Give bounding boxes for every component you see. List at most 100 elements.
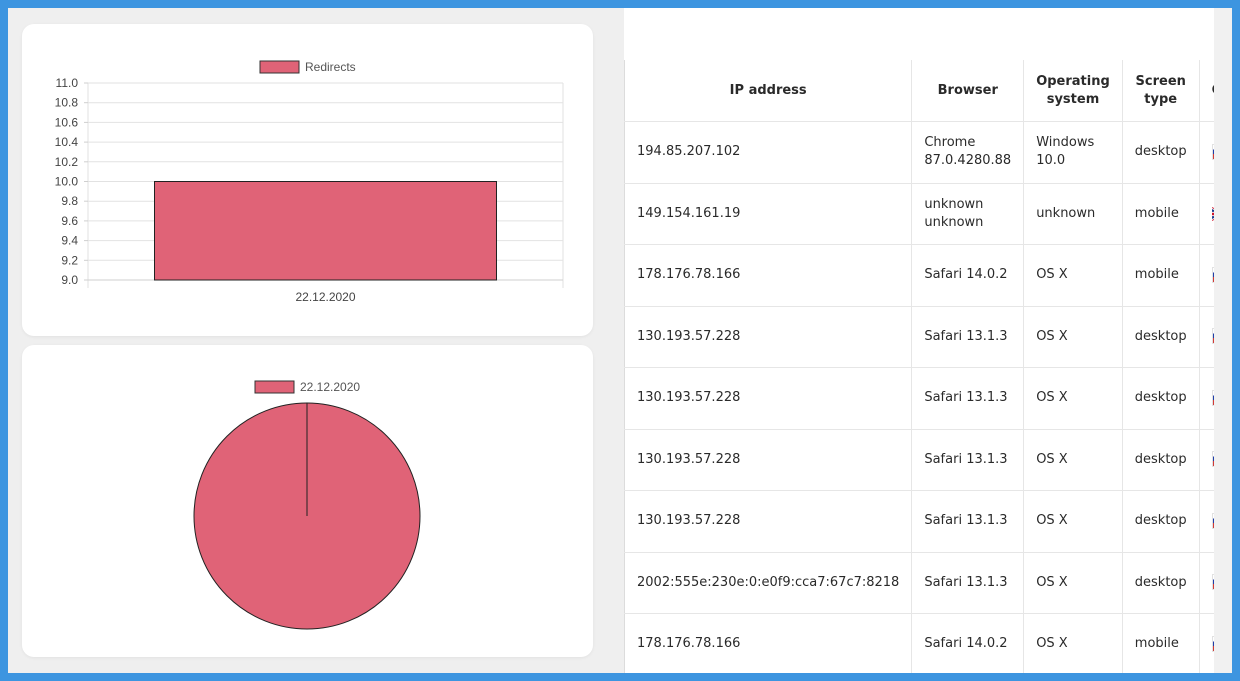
y-tick-label: 10.6 (55, 115, 79, 129)
ru-flag-icon (1211, 143, 1214, 160)
header-operating-system[interactable]: Operating system (1023, 60, 1123, 122)
browser-name: Safari 13.1.3 (924, 513, 1008, 529)
os-name: Windows (1036, 135, 1095, 151)
ip-cell: 130.193.57.228 (624, 367, 913, 430)
row-spacer (624, 244, 625, 307)
pie-legend-swatch[interactable] (254, 380, 295, 394)
row-spacer (624, 613, 625, 673)
table-row[interactable]: 178.176.78.166 Safari 14.0.2 OS X mobile (624, 244, 1214, 307)
browser-cell: Chrome 87.0.4280.88 (911, 121, 1025, 184)
browser-cell: Safari 13.1.3 (911, 367, 1025, 430)
browser-cell: Safari 13.1.3 (911, 552, 1025, 614)
table-row[interactable]: 194.85.207.102 Chrome 87.0.4280.88 Windo… (624, 121, 1214, 184)
screen-type-cell: desktop (1122, 121, 1200, 184)
table-row[interactable]: 130.193.57.228 Safari 13.1.3 OS X deskto… (624, 490, 1214, 553)
y-tick-label: 10.0 (55, 175, 79, 189)
browser-name: Safari 13.1.3 (924, 328, 1008, 344)
screen-type-cell: mobile (1122, 244, 1200, 307)
screen-type-cell: desktop (1122, 306, 1200, 368)
screen-type-cell: desktop (1122, 490, 1200, 553)
browser-cell: Safari 13.1.3 (911, 429, 1025, 491)
header-screen-type[interactable]: Screen type (1122, 60, 1200, 122)
screen-type-cell: desktop (1122, 429, 1200, 491)
table-row[interactable]: 130.193.57.228 Safari 13.1.3 OS X deskto… (624, 429, 1214, 491)
os-cell: OS X (1023, 429, 1123, 491)
x-tick-label: 22.12.2020 (295, 290, 355, 304)
row-spacer (624, 490, 625, 553)
ip-cell: 130.193.57.228 (624, 429, 913, 491)
table-row[interactable]: 130.193.57.228 Safari 13.1.3 OS X deskto… (624, 367, 1214, 430)
browser-name: Safari 13.1.3 (924, 574, 1008, 590)
ru-flag-icon (1211, 574, 1214, 591)
header-country[interactable]: Country (1199, 60, 1214, 122)
country-cell (1199, 121, 1214, 184)
os-name: OS X (1036, 636, 1068, 652)
os-version: 10.0 (1036, 153, 1066, 169)
browser-name: Safari 14.0.2 (924, 636, 1008, 652)
os-cell: unknown (1023, 183, 1123, 245)
pie-legend-label[interactable]: 22.12.2020 (300, 380, 360, 394)
os-name: OS X (1036, 451, 1068, 467)
screen-type-cell: desktop (1122, 552, 1200, 614)
country-cell (1199, 183, 1214, 245)
table-row[interactable]: 149.154.161.19 unknown unknown unknown m… (624, 183, 1214, 245)
ip-cell: 178.176.78.166 (624, 244, 913, 307)
date-pie-chart: 22.12.2020 (193, 380, 421, 630)
table-row[interactable]: 178.176.78.166 Safari 14.0.2 OS X mobile (624, 613, 1214, 673)
country-cell (1199, 490, 1214, 553)
table-row[interactable]: 2002:555e:230e:0:e0f9:cca7:67c7:8218 Saf… (624, 552, 1214, 614)
row-spacer (624, 367, 625, 430)
ip-cell: 130.193.57.228 (624, 490, 913, 553)
country-cell (1199, 306, 1214, 368)
ru-flag-icon (1211, 266, 1214, 283)
bar-redirects-22.12.2020[interactable] (154, 181, 497, 281)
table-row[interactable]: 130.193.57.228 Safari 13.1.3 OS X deskto… (624, 306, 1214, 368)
country-cell (1199, 552, 1214, 614)
screen-type-cell: mobile (1122, 613, 1200, 673)
header-os-line1: Operating (1036, 73, 1110, 89)
ru-flag-icon (1211, 389, 1214, 406)
browser-cell: Safari 14.0.2 (911, 244, 1025, 307)
uk-flag-icon (1211, 206, 1214, 222)
country-cell (1199, 613, 1214, 673)
browser-cell: Safari 13.1.3 (911, 490, 1025, 553)
os-cell: OS X (1023, 306, 1123, 368)
browser-name: Safari 13.1.3 (924, 390, 1008, 406)
os-cell: OS X (1023, 367, 1123, 430)
ip-cell: 178.176.78.166 (624, 613, 913, 673)
y-tick-label: 9.8 (61, 194, 78, 208)
ru-flag-icon (1211, 451, 1214, 468)
browser-cell: unknown unknown (911, 183, 1025, 245)
country-cell (1199, 244, 1214, 307)
ru-flag-icon (1211, 635, 1214, 652)
bar-x-axis: 22.12.2020 (295, 290, 355, 304)
bar-legend-label[interactable]: Redirects (305, 60, 356, 74)
y-tick-label: 10.8 (55, 96, 79, 110)
screen-type-cell: desktop (1122, 367, 1200, 430)
os-cell: OS X (1023, 613, 1123, 673)
bar-y-axis: 11.0 10.8 10.6 10.4 10.2 10.0 9.8 9.6 9.4 9.2 9.0 (55, 76, 88, 287)
header-os-line2: system (1046, 91, 1100, 107)
visits-table: IP address Browser Operating system Scre… (624, 60, 1214, 673)
os-name: OS X (1036, 267, 1068, 283)
visits-table-panel: IP address Browser Operating system Scre… (624, 8, 1214, 673)
row-spacer (624, 121, 625, 184)
os-name: unknown (1036, 205, 1096, 221)
country-cell (1199, 429, 1214, 491)
browser-name: unknown (924, 196, 984, 212)
redirects-bar-chart: Redirects 11.0 10.8 10.6 10.4 10.2 10.0 9.8 9.6… (55, 60, 564, 304)
header-spacer (624, 60, 625, 122)
os-name: OS X (1036, 328, 1068, 344)
browser-name: Safari 13.1.3 (924, 451, 1008, 467)
os-name: OS X (1036, 390, 1068, 406)
header-ip-address[interactable]: IP address (624, 60, 913, 122)
y-tick-label: 9.2 (61, 253, 78, 267)
header-browser[interactable]: Browser (911, 60, 1025, 122)
pie-slices (193, 402, 421, 630)
table-body: 194.85.207.102 Chrome 87.0.4280.88 Windo… (624, 121, 1214, 673)
y-tick-label: 10.4 (55, 135, 79, 149)
os-cell: OS X (1023, 490, 1123, 553)
os-name: OS X (1036, 574, 1068, 590)
bar-legend-swatch[interactable] (259, 60, 300, 74)
scrollbar-track[interactable] (1214, 8, 1232, 673)
